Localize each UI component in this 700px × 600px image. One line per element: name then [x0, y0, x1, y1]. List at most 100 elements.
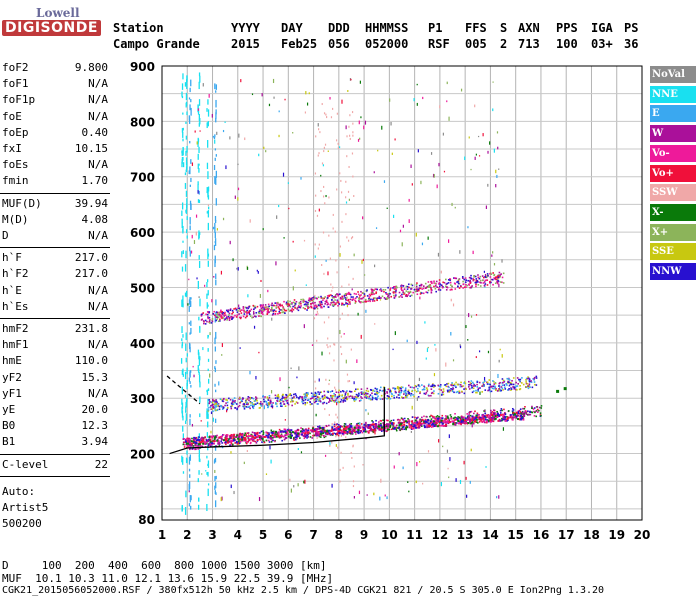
echo-dot [261, 437, 264, 440]
echo-dot [525, 413, 528, 415]
noise-dot [347, 314, 349, 317]
noise-dot [341, 312, 343, 315]
noise-dot [345, 180, 347, 183]
noise-dot [477, 135, 480, 138]
echo-dot [386, 397, 388, 400]
noise-dot [346, 296, 349, 299]
noise-dot [386, 207, 388, 210]
noise-dot [318, 208, 320, 212]
echo-dot [302, 300, 304, 302]
echo-dot [386, 428, 389, 431]
echo-dot [435, 425, 438, 428]
echo-dot [247, 403, 249, 406]
echo-dot [222, 400, 225, 403]
echo-dot [183, 437, 185, 440]
noise-dot [335, 435, 337, 438]
echo-dot [305, 300, 307, 303]
echo-dot [439, 283, 441, 285]
echo-dot [445, 417, 447, 419]
echo-dot [388, 423, 391, 426]
echo-dot [517, 412, 520, 415]
echo-dot [415, 426, 418, 429]
echo-dot [219, 320, 221, 322]
echo-dot [309, 300, 311, 303]
noise-dot [207, 368, 209, 372]
noise-dot [418, 377, 421, 382]
echo-dot [333, 296, 335, 299]
echo-dot [259, 304, 262, 306]
noise-dot [207, 190, 209, 198]
noise-dot [206, 293, 208, 299]
echo-dot [337, 430, 340, 433]
echo-dot [398, 424, 401, 427]
noise-dot [471, 424, 473, 428]
noise-dot [421, 242, 424, 246]
echo-dot [341, 298, 344, 300]
echo-dot [414, 416, 416, 419]
noise-dot [327, 346, 329, 349]
echo-dot [423, 388, 426, 391]
echo-dot [323, 429, 326, 432]
echo-dot [350, 390, 352, 393]
noise-dot [323, 321, 326, 324]
noise-dot [410, 430, 412, 433]
echo-dot [379, 398, 382, 401]
echo-dot [331, 397, 333, 400]
echo-dot [385, 291, 387, 294]
noise-dot [487, 350, 490, 354]
echo-dot [373, 397, 376, 400]
echo-dot [341, 394, 344, 396]
echo-dot [307, 303, 310, 306]
noise-dot [317, 123, 319, 127]
echo-dot [456, 417, 459, 420]
noise-dot [315, 194, 317, 197]
echo-dot [222, 311, 225, 314]
echo-dot [235, 316, 238, 318]
noise-dot [468, 136, 470, 139]
echo-dot [370, 288, 373, 291]
echo-dot [283, 403, 285, 405]
noise-dot [296, 376, 298, 379]
echo-dot [301, 397, 304, 399]
echo-dot [510, 383, 513, 386]
echo-dot [224, 311, 226, 314]
noise-dot [186, 146, 188, 153]
echo-dot [450, 288, 453, 291]
noise-dot [214, 176, 216, 184]
noise-dot [190, 320, 192, 326]
echo-dot [406, 288, 409, 290]
echo-dot [418, 284, 421, 287]
noise-dot [335, 388, 337, 391]
echo-dot [198, 436, 200, 438]
echo-dot [408, 292, 410, 295]
echo-dot [375, 292, 377, 295]
echo-dot [473, 275, 475, 277]
echo-dot [246, 432, 248, 435]
echo-dot [221, 317, 223, 320]
echo-dot [289, 305, 292, 308]
noise-dot [445, 362, 447, 367]
noise-dot [214, 134, 216, 138]
echo-dot [433, 386, 435, 388]
noise-dot [220, 497, 222, 502]
param-separator [0, 475, 110, 477]
echo-dot [475, 389, 477, 392]
echo-dot [304, 428, 307, 431]
echo-dot [465, 388, 467, 390]
param-row: h`F2 217.0 [2, 267, 108, 284]
echo-dot [477, 276, 480, 279]
echo-dot [267, 439, 270, 442]
echo-dot [505, 419, 508, 422]
echo-dot [314, 395, 317, 398]
noise-dot [379, 496, 381, 501]
noise-dot [337, 142, 339, 145]
echo-dot [188, 438, 191, 441]
echo-dot [245, 311, 248, 313]
echo-dot [285, 301, 288, 304]
echo-dot [433, 390, 435, 392]
echo-dot [401, 289, 403, 292]
echo-dot [281, 397, 283, 400]
echo-dot [268, 311, 270, 313]
echo-dot [437, 283, 440, 285]
echo-dot [362, 426, 365, 429]
